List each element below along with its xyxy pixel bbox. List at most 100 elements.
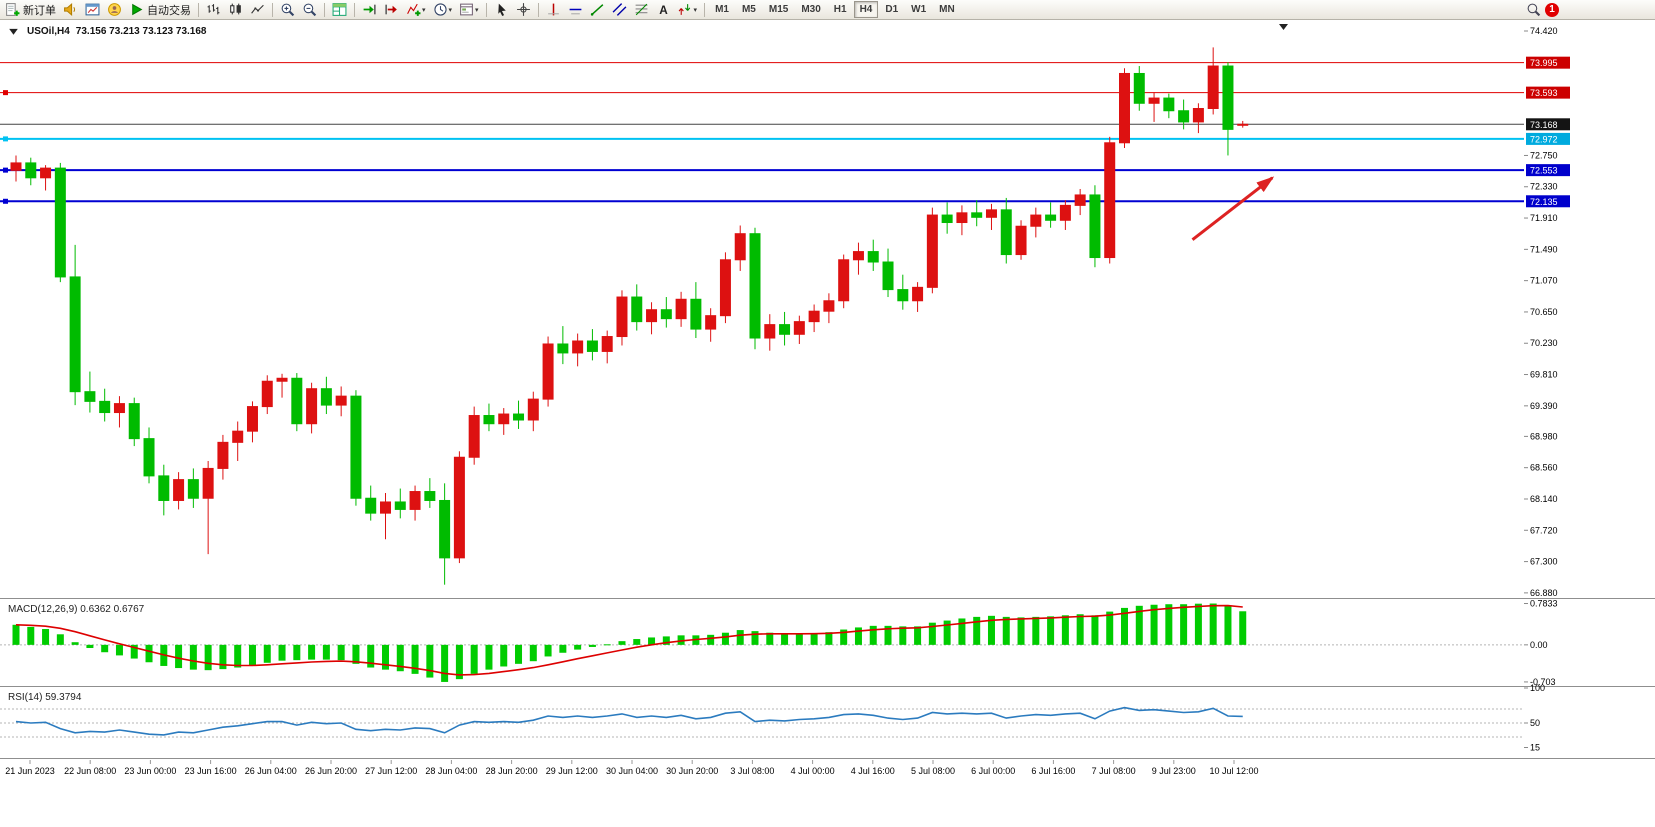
- candle: [557, 326, 569, 365]
- candle: [719, 252, 731, 324]
- support-line-72553[interactable]: [0, 167, 1524, 173]
- price-axis-label: 71.070: [1530, 276, 1558, 286]
- candle: [1119, 68, 1130, 148]
- search-button[interactable]: [1523, 1, 1544, 19]
- chart-shift-marker-icon[interactable]: [1279, 24, 1288, 30]
- zoom-out-icon: [302, 2, 317, 17]
- time-axis-label: 6 Jul 16:00: [1031, 766, 1075, 776]
- one-click-panel-toggle-icon[interactable]: [6, 24, 21, 39]
- fibonacci-tool-button[interactable]: [631, 1, 652, 19]
- candle: [1074, 188, 1086, 216]
- zoom-out-button[interactable]: [299, 1, 320, 19]
- toolbar-separator: [272, 2, 273, 17]
- svg-text:73.593: 73.593: [1530, 88, 1558, 98]
- price-badge-72.553: 72.553: [1526, 164, 1570, 177]
- magnifier-icon: [1526, 2, 1541, 17]
- candle: [261, 375, 273, 415]
- tf-mn-button[interactable]: MN: [939, 4, 955, 15]
- support-line-72135[interactable]: [0, 198, 1524, 204]
- autotrading-button-label: 自动交易: [147, 4, 191, 17]
- support-line-72972[interactable]: [0, 136, 1524, 142]
- templates-button[interactable]: ▾: [456, 1, 482, 19]
- tf-m15-button[interactable]: M15: [768, 4, 789, 15]
- line-handle[interactable]: [3, 90, 8, 96]
- dropdown-caret-icon: ▾: [475, 6, 479, 14]
- candle: [734, 225, 746, 271]
- price-axis-label: 71.910: [1530, 213, 1558, 223]
- channel-tool-button[interactable]: [609, 1, 630, 19]
- zoom-in-button[interactable]: [277, 1, 298, 19]
- dropdown-caret-icon: ▾: [448, 6, 453, 14]
- tf-m30-button[interactable]: M30: [801, 4, 821, 15]
- tile-windows-button[interactable]: [329, 1, 350, 19]
- line-handle[interactable]: [3, 167, 8, 173]
- tf-d1-button[interactable]: D1: [885, 4, 899, 15]
- candle: [202, 460, 214, 555]
- candle: [926, 207, 938, 294]
- chart-area: 74.420 72.750 72.330 71.910 71.490 71.070 70.6…: [0, 20, 1655, 827]
- candle: [380, 493, 391, 540]
- candle: [1015, 220, 1027, 260]
- line-handle[interactable]: [3, 198, 8, 204]
- line-handle[interactable]: [3, 136, 8, 142]
- macd-axis-label: -0.703: [1530, 677, 1556, 687]
- tf-m5-button[interactable]: M5: [741, 4, 756, 15]
- text-tool-button[interactable]: A: [653, 1, 674, 19]
- market-watch-button[interactable]: [82, 1, 103, 19]
- price-axis-label: 72.330: [1530, 182, 1558, 192]
- vertical-line-tool-button[interactable]: [543, 1, 564, 19]
- notification-badge[interactable]: 1: [1545, 2, 1559, 17]
- arrows-tool-button[interactable]: ▾: [675, 1, 701, 19]
- horn-icon: [63, 2, 78, 17]
- toolbar-separator: [485, 2, 487, 17]
- line-chart-type-button[interactable]: [247, 1, 268, 19]
- toolbar-separator: [354, 2, 355, 17]
- tf-h4-button[interactable]: H4: [853, 1, 879, 18]
- hline-icon: [568, 2, 583, 17]
- rsi-axis-label: 50: [1530, 718, 1540, 728]
- tf-m1-button[interactable]: M1: [715, 4, 729, 15]
- candle: [646, 302, 658, 335]
- cursor-tool-button[interactable]: [491, 1, 512, 19]
- time-axis-label: 23 Jun 00:00: [124, 766, 176, 776]
- autotrading-button[interactable]: 自动交易: [126, 1, 194, 19]
- alerts-button[interactable]: [60, 1, 81, 19]
- time-axis[interactable]: 21 Jun 2023 22 Jun 08:00 23 Jun 00:00 23 Ju…: [5, 760, 1259, 776]
- indicators-button[interactable]: ▾: [403, 1, 429, 19]
- new-order-icon: [5, 2, 20, 17]
- candle: [749, 227, 761, 350]
- chart-shift-icon: [384, 2, 399, 17]
- new-order-button[interactable]: 新订单: [2, 1, 59, 19]
- trend-arrow-annotation[interactable]: [1191, 176, 1275, 241]
- price-chart-canvas[interactable]: 74.420 72.750 72.330 71.910 71.490 71.070 70.6…: [0, 20, 1655, 805]
- candlestick-chart-type-button[interactable]: [225, 1, 246, 19]
- periods-button[interactable]: ▾: [430, 1, 456, 19]
- candle: [143, 427, 155, 484]
- bar-chart-type-button[interactable]: [203, 1, 224, 19]
- resistance-line-73593[interactable]: [0, 90, 1524, 96]
- candle: [616, 290, 628, 346]
- price-axis[interactable]: 74.420 72.750 72.330 71.910 71.490 71.070 70.6…: [1524, 26, 1570, 598]
- candle: [852, 242, 864, 275]
- price-badge-72.135: 72.135: [1526, 195, 1570, 208]
- candle: [1000, 197, 1012, 264]
- price-axis-label: 67.720: [1530, 525, 1558, 535]
- horizontal-line-tool-button[interactable]: [565, 1, 586, 19]
- auto-scroll-button[interactable]: [359, 1, 380, 19]
- candle: [365, 485, 377, 521]
- candle: [1045, 202, 1057, 228]
- candle: [498, 408, 510, 435]
- tf-w1-button[interactable]: W1: [911, 4, 927, 15]
- time-axis-label: 30 Jun 20:00: [666, 766, 718, 776]
- line-chart-icon: [250, 2, 265, 17]
- crosshair-tool-button[interactable]: [513, 1, 534, 19]
- community-button[interactable]: [104, 1, 125, 19]
- chart-shift-button[interactable]: [381, 1, 402, 19]
- horizontal-lines-layer[interactable]: [0, 62, 1524, 204]
- time-axis-label: 4 Jul 00:00: [791, 766, 835, 776]
- time-axis-label: 23 Jun 16:00: [185, 766, 237, 776]
- candle: [1059, 200, 1071, 230]
- trendline-tool-button[interactable]: [587, 1, 608, 19]
- tf-h1-button[interactable]: H1: [833, 4, 847, 15]
- candle: [69, 244, 81, 406]
